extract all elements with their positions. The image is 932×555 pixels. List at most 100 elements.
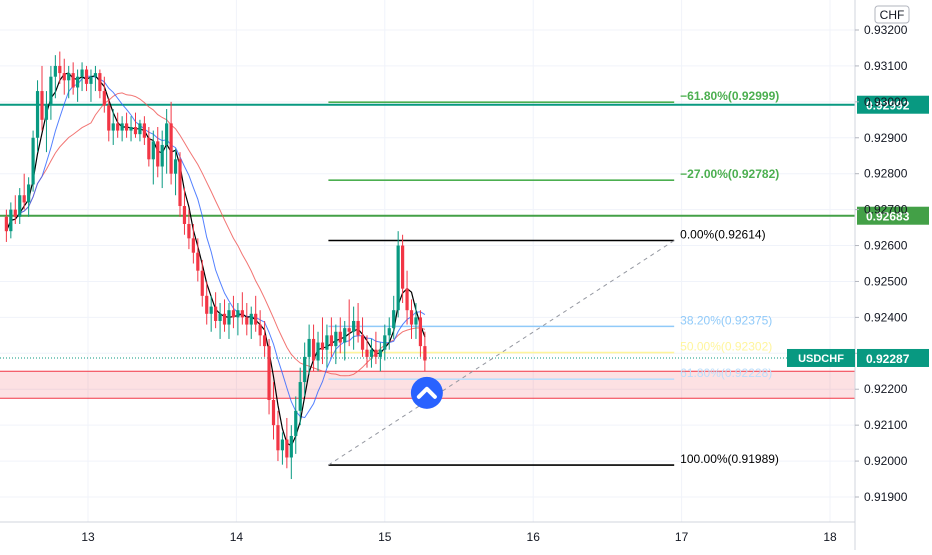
fib-level-label: 38.20%(0.92375) (680, 313, 772, 327)
candle-body (187, 223, 191, 239)
candle-body (352, 320, 356, 332)
candle-body (365, 349, 369, 357)
candle-body (262, 335, 267, 347)
buy-signal-marker[interactable] (410, 376, 443, 409)
y-tick-label: 0.92800 (864, 167, 908, 181)
level-badge (857, 206, 929, 225)
x-tick-label: 15 (378, 530, 392, 544)
candle-body (245, 317, 249, 325)
candle-body (200, 270, 204, 296)
candle-body (271, 400, 276, 426)
candle-body (378, 349, 382, 357)
candle-body (401, 245, 405, 289)
candle-body (383, 335, 387, 350)
candle-body (240, 310, 244, 318)
candle-body (98, 73, 102, 92)
candle-body (102, 91, 106, 106)
marker-circle (410, 376, 443, 409)
candle-body (169, 123, 173, 174)
candle-body (173, 159, 178, 174)
x-tick-label: 13 (81, 530, 95, 544)
y-tick-label: 0.92000 (864, 454, 908, 468)
candle-body (35, 91, 40, 138)
candle-body (285, 439, 289, 458)
price-axis[interactable]: 0.93200 0.93100 0.93000 0.92900 0.92800 0.927… (855, 23, 908, 504)
fib-level-label: 100.00%(0.91989) (680, 452, 779, 466)
candle-body (151, 141, 155, 160)
y-tick-label: 0.92700 (864, 203, 908, 217)
candle-body (4, 216, 8, 232)
candle-body (409, 310, 414, 325)
y-tick-label: 0.92500 (864, 274, 908, 288)
last-price-badge (857, 348, 929, 367)
symbol-badge (787, 348, 855, 367)
candle-body (84, 69, 89, 84)
candle-body (196, 252, 200, 271)
y-tick-label: 0.92400 (864, 310, 908, 324)
fib-level-label: 0.00%(0.92614) (680, 228, 765, 242)
candle-body (191, 238, 195, 253)
candle-body (231, 310, 236, 318)
candle-body (311, 338, 316, 361)
candle-body (369, 349, 374, 357)
candle-body (298, 382, 302, 411)
candle-body (374, 349, 378, 357)
candle-body (414, 317, 418, 325)
x-tick-label: 18 (823, 530, 837, 544)
candle-body (214, 306, 218, 321)
candles (4, 51, 427, 480)
fib-level-label: −61.80%(0.92999) (680, 89, 779, 103)
candle-body (18, 195, 22, 217)
y-tick-label: 0.91900 (864, 490, 908, 504)
candle-body (254, 313, 258, 325)
candle-body (80, 69, 84, 77)
currency-badge[interactable]: CHF (874, 5, 910, 24)
candle-body (93, 73, 98, 77)
candle-body (289, 435, 293, 458)
candle-body (111, 123, 115, 131)
y-tick-label: 0.93000 (864, 95, 908, 109)
candle-body (58, 65, 62, 74)
candle-body (329, 335, 333, 347)
candle-body (182, 206, 187, 224)
candle-body (13, 209, 17, 217)
grid (0, 0, 855, 522)
candle-body (156, 141, 160, 167)
y-tick-label: 0.92100 (864, 418, 908, 432)
candle-body (31, 137, 35, 185)
candle-body (107, 105, 111, 131)
y-tick-label: 0.93200 (864, 23, 908, 37)
candle-body (227, 310, 231, 325)
last-price-label: USDCHF 0.92287 (787, 348, 929, 367)
candle-body (27, 184, 31, 203)
fib-level-label: 50.00%(0.92302) (680, 340, 772, 354)
candle-body (396, 245, 400, 311)
candle-body (178, 159, 182, 207)
y-tick-label: 0.93100 (864, 59, 908, 73)
candle-body (334, 331, 338, 347)
candle-body (209, 306, 213, 314)
x-tick-label: 17 (675, 530, 689, 544)
time-axis[interactable]: 13 14 15 16 17 18 (81, 530, 837, 544)
candle-body (325, 335, 329, 350)
chevron-up-icon (416, 386, 437, 399)
x-tick-label: 14 (230, 530, 244, 544)
candle-body (222, 313, 227, 325)
candle-body (392, 310, 396, 329)
candle-body (320, 342, 325, 350)
candle-body (142, 123, 146, 138)
y-tick-label: 0.92600 (864, 239, 908, 253)
candle-body (249, 313, 253, 325)
candle-body (218, 313, 222, 321)
candle-body (303, 356, 307, 383)
candle-body (236, 310, 240, 318)
candle-body (307, 338, 311, 357)
candle-body (89, 76, 93, 84)
y-tick-label: 0.92200 (864, 382, 908, 396)
candle-body (405, 288, 409, 311)
candle-body (147, 137, 151, 160)
candle-body (165, 123, 169, 145)
